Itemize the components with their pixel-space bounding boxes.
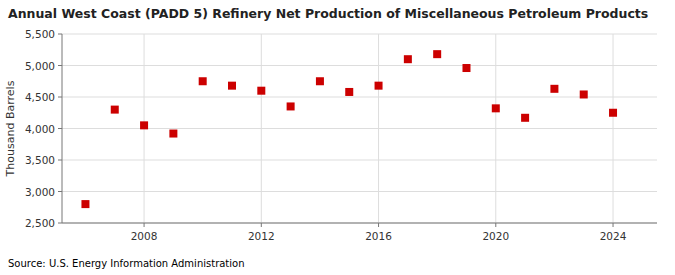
y-axis-line xyxy=(62,34,63,223)
tick-label-y: 4,000 xyxy=(25,123,55,135)
point xyxy=(257,87,265,95)
title: Annual West Coast (PADD 5) Refinery Net … xyxy=(8,6,648,21)
y-axis-label: Thousand Barrels xyxy=(4,80,17,177)
tick-x xyxy=(613,223,614,227)
tick-x xyxy=(378,223,379,227)
tick-label-x: 2008 xyxy=(131,230,158,242)
tick-y xyxy=(58,97,62,98)
tick-label-x: 2016 xyxy=(365,230,392,242)
x-axis-line xyxy=(62,223,657,224)
tick-label-y: 4,500 xyxy=(25,91,55,103)
point xyxy=(111,106,119,114)
point xyxy=(316,77,324,85)
grid-line-y xyxy=(62,160,657,161)
grid-line-x xyxy=(495,34,496,223)
grid-line-y xyxy=(62,97,657,98)
tick-label-y: 2,500 xyxy=(25,217,55,229)
point xyxy=(375,82,383,90)
tick-x xyxy=(261,223,262,227)
tick-label-x: 2024 xyxy=(600,230,627,242)
point xyxy=(492,104,500,112)
grid-line-x xyxy=(378,34,379,223)
point xyxy=(609,109,617,117)
tick-x xyxy=(495,223,496,227)
grid-line-x xyxy=(261,34,262,223)
tick-y xyxy=(58,223,62,224)
point xyxy=(433,50,441,58)
background xyxy=(0,0,675,275)
grid-line-y xyxy=(62,34,657,35)
point xyxy=(287,102,295,110)
chart-container: Annual West Coast (PADD 5) Refinery Net … xyxy=(0,0,675,275)
tick-label-x: 2012 xyxy=(248,230,275,242)
points xyxy=(81,50,617,208)
grid-line-y xyxy=(62,65,657,66)
point xyxy=(199,77,207,85)
tick-y xyxy=(58,65,62,66)
point xyxy=(404,55,412,63)
axes: 2,500 3,000 3,500 4,000 4,500 5,000 5,500 2008 2… xyxy=(25,28,657,242)
source-note: Source: U.S. Energy Information Administ… xyxy=(8,258,245,269)
tick-label-x: 2020 xyxy=(482,230,509,242)
point xyxy=(228,82,236,90)
point xyxy=(462,64,470,72)
grid-line-y xyxy=(62,223,657,224)
grid-line-x xyxy=(613,34,614,223)
point xyxy=(521,114,529,122)
point xyxy=(81,200,89,208)
point xyxy=(140,121,148,129)
point xyxy=(550,85,558,93)
tick-x xyxy=(144,223,145,227)
grid-line-y xyxy=(62,128,657,129)
grid xyxy=(62,34,657,223)
point xyxy=(345,88,353,96)
tick-y xyxy=(58,191,62,192)
tick-label-y: 5,000 xyxy=(25,60,55,72)
point xyxy=(169,130,177,138)
tick-y xyxy=(58,160,62,161)
tick-label-y: 3,500 xyxy=(25,154,55,166)
tick-y xyxy=(58,128,62,129)
tick-label-y: 5,500 xyxy=(25,28,55,40)
chart: Annual West Coast (PADD 5) Refinery Net … xyxy=(0,0,675,275)
point xyxy=(580,90,588,98)
tick-label-y: 3,000 xyxy=(25,186,55,198)
tick-y xyxy=(58,34,62,35)
grid-line-y xyxy=(62,191,657,192)
